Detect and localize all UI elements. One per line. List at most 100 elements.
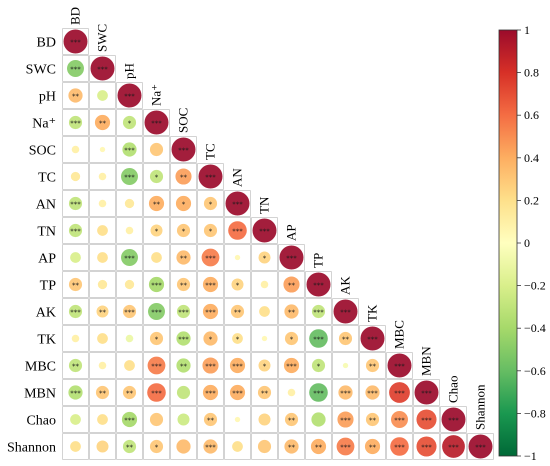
cell-9-0: ** [62, 271, 89, 298]
row-labels: BD SWC pH Na⁺ SOC TC AN TN AP TP AK TK MBC MBN Chao Sha… [7, 36, 56, 456]
significance-stars: ** [180, 363, 188, 371]
cell-10-6: ** [224, 298, 251, 325]
correlation-circle [260, 280, 269, 289]
correlation-circle [70, 414, 81, 425]
significance-stars: * [209, 228, 213, 236]
correlation-circle [95, 385, 110, 400]
cell-4-3 [143, 136, 170, 163]
cell-border [197, 217, 224, 244]
colorbar-tick-label: 0.2 [524, 193, 539, 207]
correlation-circle [148, 195, 165, 212]
correlation-circle [94, 114, 111, 131]
cell-3-2: * [116, 109, 143, 136]
correlation-circle [229, 357, 246, 374]
correlation-circle [68, 88, 83, 103]
significance-stars: ** [72, 93, 80, 101]
correlation-circle [70, 252, 81, 263]
row-label: Na⁺ [32, 117, 56, 132]
cell-10-4: *** [170, 298, 197, 325]
column-label: SWC [95, 24, 110, 52]
cell-border [251, 352, 278, 379]
column-label: pH [122, 63, 137, 79]
row-label: Chao [26, 414, 56, 429]
correlation-circle [68, 223, 83, 238]
correlation-circle [97, 279, 108, 290]
cell-11-10: ** [332, 325, 359, 352]
correlation-circle [230, 304, 245, 319]
cell-border [89, 379, 116, 406]
cell-14-7 [251, 406, 278, 433]
cell-2-2: *** [116, 82, 143, 109]
cell-15-1 [89, 433, 116, 460]
correlation-circle [175, 168, 192, 185]
cell-6-1 [89, 190, 116, 217]
significance-stars: ** [180, 174, 188, 182]
correlation-circle [124, 279, 135, 290]
cell-8-6 [224, 244, 251, 271]
correlation-circle [198, 164, 223, 189]
significance-stars: * [263, 255, 267, 263]
significance-stars: ** [126, 444, 134, 452]
cell-15-12: *** [386, 433, 413, 460]
cell-13-3: *** [143, 379, 170, 406]
correlation-circle [125, 334, 134, 343]
significance-stars: * [155, 228, 159, 236]
correlation-circle [68, 358, 83, 373]
correlation-circle [177, 413, 190, 426]
significance-stars: *** [232, 201, 243, 209]
correlation-circle [176, 331, 191, 346]
significance-stars: *** [313, 309, 324, 317]
cell-13-4 [170, 379, 197, 406]
correlation-circle [309, 329, 328, 348]
cell-7-4: * [170, 217, 197, 244]
significance-stars: *** [151, 309, 162, 317]
significance-stars: *** [124, 417, 135, 425]
correlation-circle [225, 191, 250, 216]
cell-border [170, 163, 197, 190]
correlation-circle [257, 385, 272, 400]
row-label: TN [37, 225, 56, 240]
cell-10-0: *** [62, 298, 89, 325]
significance-stars: *** [124, 93, 135, 101]
column-label: TP [311, 253, 326, 268]
cell-12-4: ** [170, 352, 197, 379]
cell-12-10 [332, 352, 359, 379]
cell-7-0: *** [62, 217, 89, 244]
significance-stars: *** [205, 309, 216, 317]
significance-stars: ** [369, 444, 377, 452]
significance-stars: *** [205, 255, 216, 263]
cell-13-9: *** [305, 379, 332, 406]
colorbar-gradient [498, 29, 518, 457]
column-label: MBC [392, 320, 407, 349]
cell-11-6: * [224, 325, 251, 352]
cell-11-1 [89, 325, 116, 352]
cell-10-3: *** [143, 298, 170, 325]
significance-stars: *** [286, 255, 297, 263]
cell-9-6: * [224, 271, 251, 298]
correlation-circle [144, 110, 169, 135]
correlation-circle [122, 304, 137, 319]
correlation-circle [414, 380, 439, 405]
cell-border [224, 298, 251, 325]
significance-stars: *** [70, 390, 81, 398]
significance-stars: *** [205, 390, 216, 398]
correlation-circle [122, 385, 137, 400]
cell-9-7 [251, 271, 278, 298]
cell-4-1 [89, 136, 116, 163]
cell-5-1 [89, 163, 116, 190]
correlation-circle [67, 60, 84, 77]
cell-13-6: *** [224, 379, 251, 406]
significance-stars: *** [232, 363, 243, 371]
cell-4-4: *** [170, 136, 197, 163]
cell-1-1: *** [89, 55, 116, 82]
colorbar-tick-label: 0.8 [524, 66, 539, 80]
correlation-circle [336, 437, 355, 456]
significance-stars: ** [153, 201, 161, 209]
column-label: AN [230, 168, 245, 187]
row-label: SWC [26, 63, 56, 78]
significance-stars: *** [178, 309, 189, 317]
significance-stars: ** [180, 282, 188, 290]
significance-stars: ** [72, 363, 80, 371]
significance-stars: ** [126, 390, 134, 398]
correlation-circle [257, 439, 272, 454]
